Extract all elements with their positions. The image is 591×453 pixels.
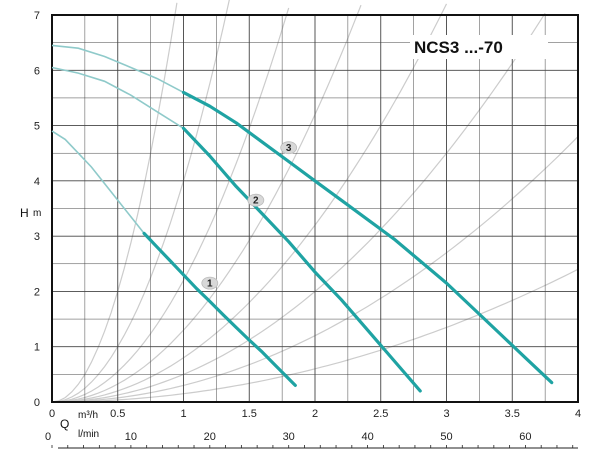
x-axis-unit-bottom: l/min — [78, 429, 99, 440]
series-3-label: 3 — [286, 143, 292, 154]
series-1-low-flow-line — [51, 130, 145, 234]
system-curve-7 — [51, 0, 230, 403]
series-layer: 1 2 3 — [51, 44, 554, 393]
x-tick-labels: 0 0.5 1 1.5 2 2.5 3 3.5 4 — [49, 408, 581, 420]
series-2-label: 2 — [253, 196, 259, 207]
y-tick-label: 1 — [34, 342, 40, 354]
x-tick-label-bottom: 40 — [361, 431, 373, 443]
series-3-badge — [280, 141, 298, 155]
x-tick-label-bottom: 0 — [45, 431, 51, 443]
x-tick-label-bottom: 30 — [283, 431, 295, 443]
x-axis-label: Q — [60, 417, 69, 431]
x-tick-label: 3 — [443, 408, 449, 420]
y-tick-label: 4 — [34, 176, 40, 188]
y-tick-labels: 0 1 2 3 4 5 6 7 — [34, 10, 40, 409]
x-tick-label: 2 — [312, 408, 318, 420]
y-tick-label: 5 — [34, 121, 40, 133]
series-2-line — [181, 126, 422, 393]
y-tick-label: 2 — [34, 286, 40, 298]
x-tick-labels-bottom: 0 10 20 30 40 50 60 — [45, 431, 532, 443]
x-tick-label-bottom: 10 — [125, 431, 137, 443]
chart-title: NCS3 ...-70 — [414, 38, 503, 57]
series-1-line — [142, 231, 297, 387]
series-3-line — [181, 90, 554, 385]
x-tick-label: 4 — [575, 408, 581, 420]
title-background — [410, 35, 548, 59]
system-curve-3 — [51, 12, 546, 403]
plot-frame — [51, 14, 579, 403]
x-tick-label: 2.5 — [373, 408, 388, 420]
x-tick-label-bottom: 50 — [440, 431, 452, 443]
series-2-badge — [247, 193, 265, 207]
bottom-ruler — [51, 445, 578, 449]
x-tick-label: 3.5 — [505, 408, 520, 420]
y-tick-label: 0 — [34, 397, 40, 409]
x-tick-label-bottom: 60 — [519, 431, 531, 443]
system-curve-5 — [51, 4, 362, 403]
x-tick-label: 0 — [49, 408, 55, 420]
x-tick-label: 1 — [180, 408, 186, 420]
series-2-low-flow-line — [51, 66, 184, 129]
series-1-label: 1 — [207, 279, 213, 290]
y-tick-label: 6 — [34, 65, 40, 77]
series-3-low-flow-line — [51, 44, 184, 94]
x-axis-unit-top: m³/h — [78, 410, 98, 421]
y-axis-label: H — [20, 206, 29, 220]
y-tick-label: 7 — [34, 10, 40, 22]
series-1-badge — [201, 276, 219, 290]
x-tick-label-bottom: 20 — [204, 431, 216, 443]
grid — [51, 14, 579, 403]
y-tick-label: 3 — [34, 231, 40, 243]
system-curve-8 — [51, 2, 178, 403]
y-axis-unit: m — [33, 208, 41, 219]
x-tick-label: 0.5 — [110, 408, 125, 420]
x-tick-label: 1.5 — [242, 408, 257, 420]
